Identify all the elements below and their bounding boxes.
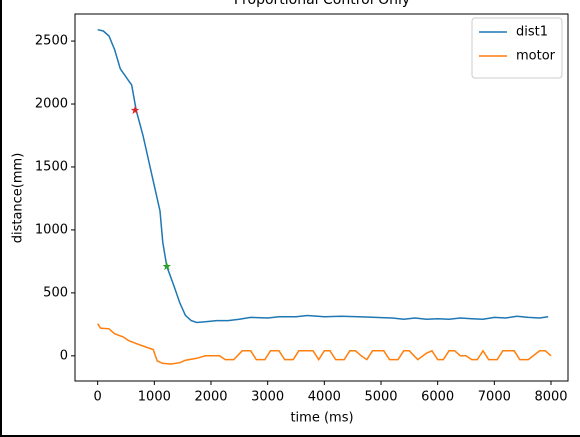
x-tick-label: 6000 xyxy=(421,390,454,405)
x-axis-label: time (ms) xyxy=(290,411,353,426)
legend-box xyxy=(471,17,563,79)
y-tick-label: 1500 xyxy=(35,159,68,174)
series-line xyxy=(97,323,552,365)
y-tick-label: 1000 xyxy=(35,222,68,237)
x-tick-label: 0 xyxy=(94,390,102,405)
x-tick-label: 1000 xyxy=(138,390,171,405)
x-tick-label: 2000 xyxy=(194,390,227,405)
star-marker xyxy=(130,105,140,114)
x-tick-label: 5000 xyxy=(364,390,397,405)
legend-label: dist1 xyxy=(516,25,548,40)
y-tick-label: 500 xyxy=(43,285,68,300)
legend-label: motor xyxy=(516,49,556,64)
y-axis-label: distance(mm) xyxy=(11,153,26,244)
y-tick-label: 2500 xyxy=(35,34,68,49)
chart-title: Proportional Control Only xyxy=(234,0,410,8)
x-tick-label: 4000 xyxy=(308,390,341,405)
x-tick-label: 7000 xyxy=(478,390,511,405)
series-line xyxy=(97,28,549,324)
x-tick-label: 8000 xyxy=(534,390,567,405)
plot-frame xyxy=(74,13,569,382)
x-tick-label: 3000 xyxy=(251,390,284,405)
y-tick-label: 2000 xyxy=(35,97,68,112)
y-tick-label: 0 xyxy=(60,348,68,363)
star-marker xyxy=(162,261,172,271)
